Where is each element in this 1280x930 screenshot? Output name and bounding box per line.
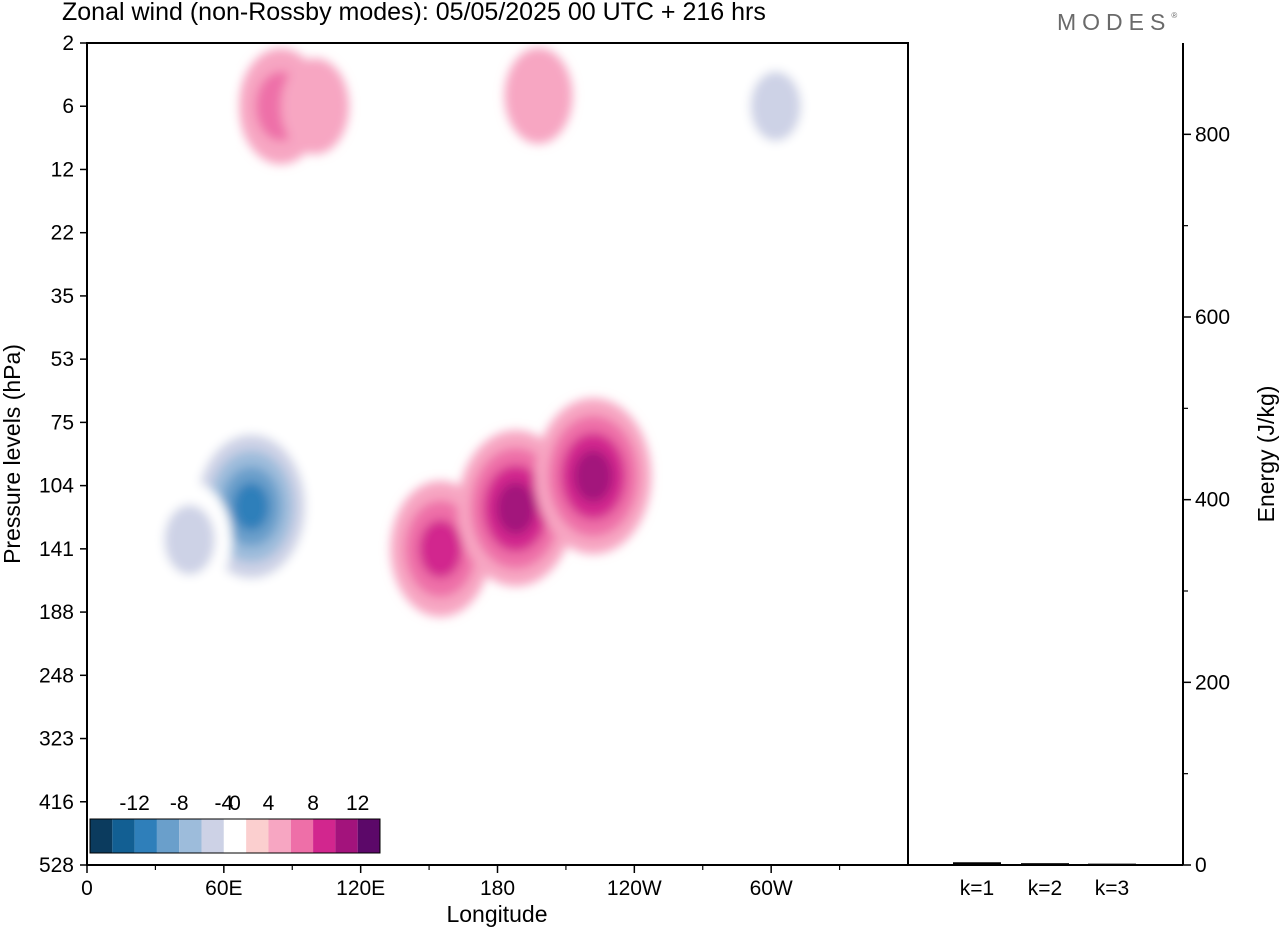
energy-bar-label: k=2 xyxy=(1028,877,1062,900)
y-tick-label: 75 xyxy=(51,411,74,434)
energy-tick-label: 0 xyxy=(1195,854,1207,877)
y-tick-label: 22 xyxy=(51,222,74,245)
colorbar-tick-label: 12 xyxy=(346,792,369,815)
colorbar-swatch xyxy=(335,819,358,853)
energy-tick-label: 800 xyxy=(1195,123,1230,146)
y-tick-label: 188 xyxy=(39,601,74,624)
y-tick-label: 104 xyxy=(39,475,74,498)
colorbar-swatch xyxy=(201,819,224,853)
wind-feature-8-level-0 xyxy=(167,58,236,155)
colorbar-frame xyxy=(89,818,381,854)
energy-bar-k=2 xyxy=(1021,863,1069,865)
wind-feature-6-level-1 xyxy=(750,71,801,142)
colorbar-swatch xyxy=(290,819,314,853)
energy-tick-label: 600 xyxy=(1195,306,1230,329)
wind-anomaly-blobs xyxy=(147,47,818,617)
y-tick-label: 323 xyxy=(39,728,74,751)
chart-title: Zonal wind (non-Rossby modes): 05/05/202… xyxy=(62,0,766,26)
energy-bars: k=1 k=2 k=3 xyxy=(953,862,1136,900)
wind-feature-1-level-3 xyxy=(496,482,536,535)
y-tick-label: 12 xyxy=(51,158,74,181)
energy-tick-label: 400 xyxy=(1195,489,1230,512)
energy-bar-label: k=3 xyxy=(1095,877,1129,900)
y-tick-label: 2 xyxy=(62,32,74,55)
energy-bar-label: k=1 xyxy=(960,877,994,900)
colorbar-swatch xyxy=(134,819,157,853)
x-tick-label: 120E xyxy=(336,877,385,900)
x-tick-label: 120W xyxy=(607,877,662,900)
y-tick-label: 35 xyxy=(51,285,74,308)
colorbar-tick-label: -12 xyxy=(119,792,149,815)
colorbar-tick-label: 0 xyxy=(229,792,241,815)
wind-feature-4-level-1 xyxy=(164,505,215,575)
colorbar-swatch xyxy=(313,819,336,853)
colorbar-swatch xyxy=(357,819,380,853)
x-tick-label: 180 xyxy=(480,877,515,900)
y-tick-label: 416 xyxy=(39,791,74,814)
colorbar-tick-label: 8 xyxy=(307,792,319,815)
y-axis-title: Pressure levels (hPa) xyxy=(0,344,25,564)
wind-field xyxy=(147,47,818,617)
y-tick-label: 528 xyxy=(39,854,74,877)
colorbar-swatch xyxy=(179,819,202,853)
y-tick-label: 141 xyxy=(39,538,74,561)
colorbar-swatch xyxy=(268,819,291,853)
colorbar-swatch xyxy=(156,819,180,853)
colorbar-tick-label: -4 xyxy=(215,792,234,815)
energy-bar-k=1 xyxy=(953,862,1001,865)
x-tick-label: 60E xyxy=(205,877,242,900)
colorbar: -12 -8 -40 4 8 12 xyxy=(87,782,383,860)
y-tick-label: 6 xyxy=(62,95,74,118)
energy-axis-title: Energy (J/kg) xyxy=(1253,386,1279,523)
colorbar-tick-label: -8 xyxy=(170,792,189,815)
wind-feature-2-level-3 xyxy=(573,450,613,503)
colorbar-tick-label: 4 xyxy=(263,792,275,815)
x-tick-label: 60W xyxy=(750,877,793,900)
wind-feature-7-level-0 xyxy=(281,58,350,155)
energy-tick-label: 200 xyxy=(1195,671,1230,694)
y-tick-label: 53 xyxy=(51,348,74,371)
wind-feature-0-level-2 xyxy=(419,519,462,578)
colorbar-swatch xyxy=(223,819,247,853)
colorbar-swatch xyxy=(246,819,269,853)
x-axis-title: Longitude xyxy=(446,901,547,927)
colorbar-swatch xyxy=(112,819,135,853)
modes-logo: MODES® xyxy=(1057,9,1178,35)
wind-feature-3-level-4 xyxy=(233,482,270,531)
x-tick-label: 0 xyxy=(81,877,93,900)
wind-feature-9-level-0 xyxy=(504,47,573,144)
energy-bar-k=3 xyxy=(1088,863,1136,865)
colorbar-swatch xyxy=(90,819,113,853)
y-tick-label: 248 xyxy=(39,664,74,687)
